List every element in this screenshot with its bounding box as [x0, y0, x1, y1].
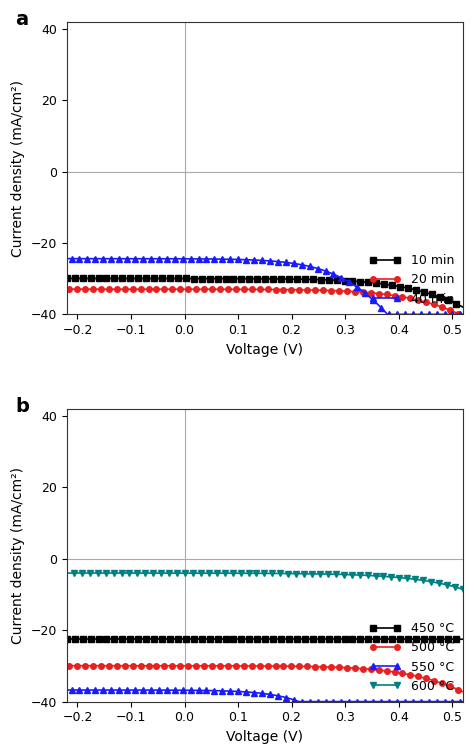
- 450 °C: [450, 635, 456, 644]
- Line: 500 °C: 500 °C: [64, 663, 465, 695]
- Line: 450 °C: 450 °C: [64, 636, 465, 642]
- 450 °C: [300, 634, 305, 643]
- Line: 10 min: 10 min: [64, 276, 465, 310]
- 10 min: [278, 274, 284, 283]
- 500 °C: [252, 661, 258, 670]
- 40 min: [389, 310, 395, 319]
- 600 °C: [300, 569, 305, 578]
- Y-axis label: Current density (mA/cm²): Current density (mA/cm²): [11, 467, 25, 644]
- 550 °C: [389, 697, 395, 706]
- 600 °C: [64, 569, 70, 578]
- 500 °C: [300, 662, 305, 671]
- 40 min: [460, 310, 465, 319]
- 550 °C: [301, 697, 306, 706]
- 450 °C: [255, 634, 260, 643]
- Text: a: a: [15, 10, 28, 29]
- 500 °C: [255, 661, 260, 670]
- 20 min: [300, 285, 305, 294]
- 600 °C: [278, 569, 284, 578]
- Legend: 450 °C, 500 °C, 550 °C, 600 °C: 450 °C, 500 °C, 550 °C, 600 °C: [365, 617, 459, 698]
- 550 °C: [255, 689, 260, 698]
- 20 min: [64, 285, 70, 294]
- Legend: 10 min, 20 min, 40 min: 10 min, 20 min, 40 min: [365, 249, 459, 310]
- X-axis label: Voltage (V): Voltage (V): [226, 343, 303, 356]
- 450 °C: [389, 634, 394, 643]
- 10 min: [252, 274, 258, 283]
- 40 min: [255, 256, 260, 265]
- 600 °C: [450, 582, 456, 591]
- 550 °C: [296, 697, 302, 706]
- 40 min: [252, 255, 258, 264]
- 20 min: [457, 310, 463, 319]
- Line: 20 min: 20 min: [64, 286, 465, 317]
- 600 °C: [389, 572, 394, 581]
- 10 min: [64, 274, 70, 283]
- 450 °C: [460, 635, 465, 644]
- Text: b: b: [15, 397, 29, 416]
- 10 min: [460, 303, 465, 312]
- 20 min: [278, 285, 284, 294]
- 450 °C: [278, 634, 284, 643]
- 550 °C: [451, 697, 457, 706]
- 600 °C: [252, 569, 258, 578]
- Line: 550 °C: 550 °C: [64, 687, 465, 704]
- 20 min: [252, 285, 258, 294]
- 600 °C: [460, 584, 465, 593]
- 40 min: [278, 257, 284, 267]
- Line: 600 °C: 600 °C: [64, 570, 465, 592]
- 10 min: [389, 281, 394, 290]
- 40 min: [451, 310, 457, 319]
- 40 min: [300, 260, 305, 270]
- 500 °C: [460, 687, 465, 696]
- 550 °C: [278, 692, 284, 701]
- 450 °C: [252, 634, 258, 643]
- 500 °C: [278, 661, 284, 670]
- 500 °C: [389, 667, 394, 676]
- 20 min: [450, 307, 456, 316]
- Y-axis label: Current density (mA/cm²): Current density (mA/cm²): [11, 79, 25, 257]
- 500 °C: [450, 683, 456, 692]
- 20 min: [255, 285, 260, 294]
- Line: 40 min: 40 min: [64, 256, 465, 317]
- 10 min: [300, 275, 305, 284]
- 20 min: [460, 310, 465, 319]
- 500 °C: [64, 661, 70, 670]
- 40 min: [385, 310, 391, 319]
- 600 °C: [255, 569, 260, 578]
- 10 min: [255, 274, 260, 283]
- 450 °C: [64, 634, 70, 643]
- 10 min: [450, 298, 456, 307]
- 550 °C: [64, 686, 70, 695]
- 550 °C: [252, 688, 258, 697]
- X-axis label: Voltage (V): Voltage (V): [226, 730, 303, 744]
- 20 min: [389, 291, 394, 300]
- 550 °C: [460, 697, 465, 706]
- 40 min: [64, 254, 70, 263]
